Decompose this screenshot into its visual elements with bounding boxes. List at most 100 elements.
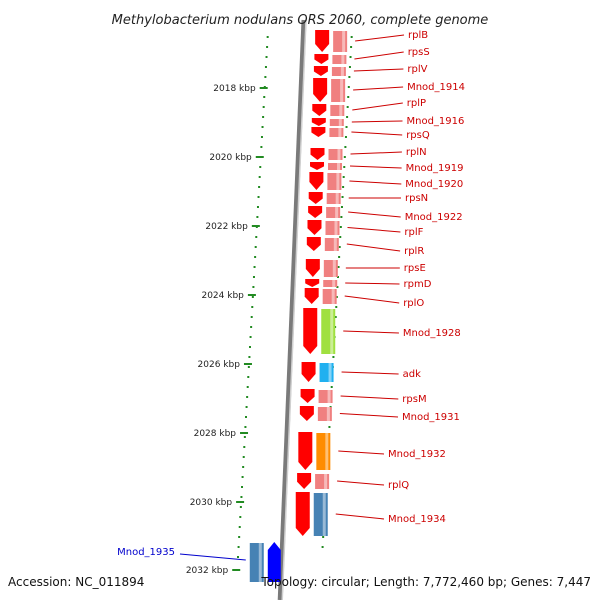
gene-label-rplq[interactable]: rplQ: [388, 480, 409, 491]
gene-arrow-mnod_1922[interactable]: [308, 206, 323, 218]
gene-arrow-rpsq[interactable]: [311, 127, 326, 137]
cds-bar-mnod_1922[interactable]: [326, 207, 341, 218]
gene-arrow-rplb[interactable]: [315, 30, 330, 52]
scale-dot: [265, 56, 268, 58]
gene-label-rplv[interactable]: rplV: [407, 64, 427, 75]
gene-arrow-mnod_1920[interactable]: [309, 172, 324, 190]
gene-arrow-rplp[interactable]: [312, 104, 327, 116]
cds-bar-adk[interactable]: [319, 363, 334, 382]
gene-axis-dot: [347, 86, 350, 88]
gene-connector: [353, 68, 404, 72]
gene-label-rpln[interactable]: rplN: [406, 147, 427, 158]
gene-arrow-mnod_1931[interactable]: [299, 406, 314, 421]
gene-label-adk[interactable]: adk: [403, 369, 421, 380]
gene-axis-dot: [334, 316, 337, 318]
gene-label-mnod_1928[interactable]: Mnod_1928: [403, 328, 461, 339]
gene-axis-dot: [343, 166, 346, 168]
gene-label-rpss[interactable]: rpsS: [408, 47, 430, 58]
gene-label-mnod_1934[interactable]: Mnod_1934: [388, 514, 446, 525]
gene-label-mnod_1935[interactable]: Mnod_1935: [117, 547, 175, 558]
gene-arrow-mnod_1914[interactable]: [313, 78, 328, 102]
cds-bar-mnod_1916[interactable]: [329, 119, 344, 126]
gene-arrow-mnod_1916[interactable]: [311, 118, 326, 126]
cds-bar-rpsm[interactable]: [318, 390, 333, 403]
gene-arrow-rplr[interactable]: [306, 237, 321, 251]
scale-dot: [258, 186, 261, 188]
gene-arrow-adk[interactable]: [301, 362, 316, 382]
cds-bar-mnod_1935[interactable]: [249, 543, 264, 582]
scale-dot: [262, 116, 265, 118]
cds-bar-rpse[interactable]: [323, 260, 338, 277]
cds-bar-rpln[interactable]: [328, 149, 343, 160]
cds-bar-rplb[interactable]: [333, 31, 348, 52]
scale-dot: [243, 436, 246, 438]
cds-bar-mnod_1914[interactable]: [331, 79, 346, 102]
cds-bar-rplo[interactable]: [322, 289, 337, 304]
gene-arrow-mnod_1932[interactable]: [298, 432, 313, 470]
gene-arrow-rplv[interactable]: [313, 66, 328, 76]
gene-label-mnod_1922[interactable]: Mnod_1922: [405, 212, 463, 223]
gene-connector: [349, 165, 402, 169]
cds-bar-rplr[interactable]: [324, 238, 339, 251]
gene-axis-dot: [337, 266, 340, 268]
scale-dot: [248, 346, 251, 348]
cds-bar-mnod_1934[interactable]: [313, 493, 328, 536]
gene-label-rplf[interactable]: rplF: [404, 227, 423, 238]
scale-dot: [251, 296, 254, 298]
gene-axis-dot: [344, 146, 347, 148]
gene-arrow-rpln[interactable]: [310, 148, 325, 160]
gene-label-mnod_1914[interactable]: Mnod_1914: [407, 82, 465, 93]
cds-bar-rplp[interactable]: [330, 105, 345, 116]
gene-label-rplb[interactable]: rplB: [408, 30, 428, 41]
gene-arrow-mnod_1934[interactable]: [295, 492, 310, 536]
gene-label-rpsq[interactable]: rpsQ: [406, 130, 430, 141]
gene-arrow-mnod_1935[interactable]: [267, 542, 281, 582]
gene-axis-dot: [336, 286, 339, 288]
gene-arrow-rpsm[interactable]: [300, 389, 315, 403]
cds-bar-mnod_1919[interactable]: [328, 163, 343, 170]
gene-label-rpmd[interactable]: rpmD: [404, 279, 432, 290]
gene-arrow-rpmd[interactable]: [305, 279, 320, 287]
cds-bar-rpss[interactable]: [332, 55, 347, 64]
gene-label-mnod_1920[interactable]: Mnod_1920: [405, 179, 463, 190]
gene-arrow-rpss[interactable]: [314, 54, 329, 64]
gene-arrow-rpsn[interactable]: [308, 192, 323, 204]
gene-arrow-mnod_1928[interactable]: [303, 308, 318, 354]
gene-label-rpse[interactable]: rpsE: [404, 263, 426, 274]
gene-label-rpsn[interactable]: rpsN: [405, 193, 428, 204]
cds-bar-mnod_1931[interactable]: [317, 407, 332, 421]
cds-bar-shine: [330, 309, 334, 354]
gene-label-mnod_1916[interactable]: Mnod_1916: [407, 116, 465, 127]
topology-text: Topology: circular; Length: 7,772,460 bp…: [260, 575, 591, 589]
cds-bar-rpsq[interactable]: [329, 128, 344, 137]
cds-bar-shine: [335, 207, 339, 218]
scale-tick-label: 2028 kbp: [194, 429, 237, 439]
gene-arrow-rpse[interactable]: [305, 259, 320, 277]
cds-bar-rplq[interactable]: [315, 474, 330, 489]
gene-arrow-rplo[interactable]: [304, 288, 319, 304]
gene-label-rplp[interactable]: rplP: [407, 98, 426, 109]
cds-bar-shine: [342, 31, 346, 52]
scale-dot: [239, 516, 242, 518]
cds-bar-mnod_1920[interactable]: [327, 173, 342, 190]
cds-bar-shine: [327, 390, 331, 403]
gene-arrow-rplf[interactable]: [307, 220, 322, 235]
cds-bar-rpsn[interactable]: [326, 193, 341, 204]
gene-label-mnod_1932[interactable]: Mnod_1932: [388, 449, 446, 460]
gene-axis-dot: [340, 216, 343, 218]
cds-bar-rplv[interactable]: [331, 67, 346, 76]
gene-label-rplr[interactable]: rplR: [404, 246, 424, 257]
cds-bar-mnod_1928[interactable]: [321, 309, 336, 354]
gene-arrow-mnod_1919[interactable]: [310, 162, 325, 170]
gene-axis-dot: [341, 196, 344, 198]
cds-bar-mnod_1932[interactable]: [316, 433, 331, 470]
gene-label-mnod_1919[interactable]: Mnod_1919: [406, 163, 464, 174]
gene-label-rpsm[interactable]: rpsM: [402, 394, 426, 405]
gene-connector: [351, 131, 403, 136]
cds-bar-rpmd[interactable]: [323, 280, 338, 287]
cds-bar-rplf[interactable]: [325, 221, 340, 235]
gene-arrow-rplq[interactable]: [297, 473, 312, 489]
gene-label-rplo[interactable]: rplO: [403, 298, 424, 309]
gene-label-mnod_1931[interactable]: Mnod_1931: [402, 412, 460, 423]
